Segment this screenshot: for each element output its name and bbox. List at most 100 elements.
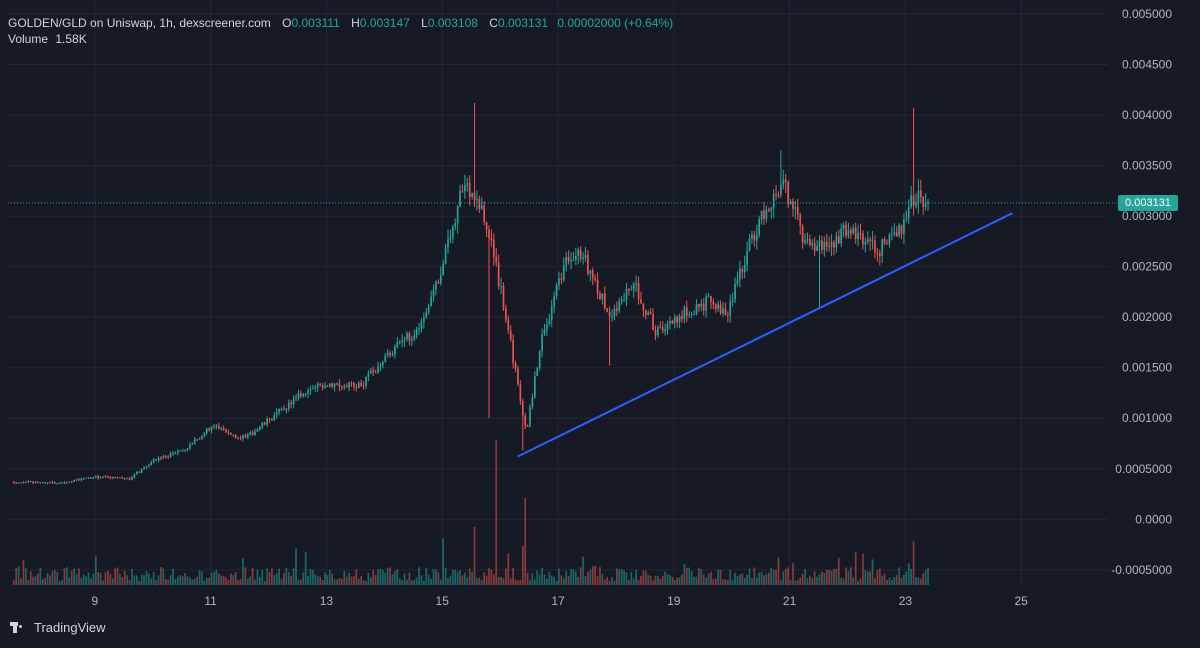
candle-body (490, 238, 493, 241)
volume-bar (66, 567, 68, 585)
candle-body (606, 308, 609, 312)
candle-body (138, 471, 141, 473)
volume-value: 1.58K (55, 32, 87, 46)
candle-body (396, 342, 399, 347)
volume-bar (507, 553, 510, 585)
volume-bar (664, 571, 666, 585)
candle-body (239, 438, 242, 440)
volume-bar (553, 576, 555, 585)
candle-body (808, 239, 811, 246)
candle-body (167, 456, 170, 458)
low-label: L (421, 16, 428, 30)
volume-bar (254, 579, 256, 585)
candle-body (312, 388, 314, 390)
volume-bar (17, 566, 20, 585)
volume-bar (603, 579, 606, 585)
volume-bar (770, 567, 773, 585)
volume-bar (75, 574, 78, 585)
volume-bar (480, 580, 483, 585)
candle-body (780, 184, 782, 196)
candle-body (912, 195, 915, 206)
candle-body (309, 389, 312, 391)
candle-body (734, 284, 736, 300)
volume-bar (777, 557, 780, 585)
volume-bar (524, 498, 527, 585)
candle-body (915, 202, 917, 206)
candle-body (548, 319, 551, 325)
volume-bar (191, 579, 194, 585)
candle-body (73, 480, 75, 482)
volume-bar (300, 579, 302, 585)
candle-body (546, 324, 548, 330)
candle-body (99, 477, 102, 479)
volume-bar (111, 578, 114, 585)
candle-body (478, 199, 481, 209)
volume-bar (705, 577, 707, 585)
volume-bar (287, 572, 290, 585)
candle-body (249, 432, 252, 435)
volume-bar (109, 573, 112, 585)
candle-body (131, 477, 133, 480)
volume-bar (543, 574, 546, 585)
candle-body (300, 393, 302, 397)
candle-body (217, 426, 220, 429)
candle-body (435, 281, 437, 290)
volume-bar (27, 580, 30, 585)
candle-body (787, 181, 789, 205)
candle-body (246, 434, 249, 438)
candle-body (652, 314, 654, 331)
candle-body (379, 365, 382, 367)
candle-body (401, 340, 404, 342)
volume-bar (386, 568, 389, 585)
candle-body (39, 482, 42, 484)
volume-bar (449, 575, 452, 585)
candle-body (413, 335, 416, 340)
volume-bar (695, 576, 698, 585)
candle-body (748, 238, 751, 251)
candle-body (140, 468, 143, 473)
candle-body (316, 383, 319, 388)
candle-body (480, 205, 483, 209)
support-trendline[interactable] (517, 212, 1013, 458)
volume-bar (78, 568, 80, 585)
volume-bar (32, 576, 34, 585)
candle-body (582, 257, 584, 259)
candle-body (423, 317, 425, 322)
volume-bar (635, 569, 638, 585)
volume-bar (591, 566, 594, 585)
last-price-tag: 0.003131 (1118, 194, 1178, 211)
volume-bar (823, 572, 826, 585)
tradingview-brand[interactable]: TradingView (10, 620, 106, 635)
candle-body (755, 234, 758, 241)
candle-body (664, 329, 666, 331)
candle-body (17, 482, 20, 484)
candle-body (439, 275, 442, 284)
volume-bar (555, 580, 558, 585)
candle-body (242, 435, 244, 439)
candle-body (82, 478, 85, 480)
candle-body (451, 226, 454, 238)
trendline-layer[interactable] (517, 212, 1013, 458)
candle-body (285, 408, 288, 410)
volume-bar (290, 576, 293, 585)
high-label: H (351, 16, 360, 30)
volume-bar (215, 569, 218, 585)
volume-bar (456, 571, 459, 585)
candle-body (705, 296, 707, 311)
volume-bar (198, 570, 201, 585)
candle-body (345, 386, 348, 388)
y-axis[interactable]: 0.005000 0.004500 0.004000 0.003500 0.003000… (1111, 7, 1172, 577)
candle-body (770, 208, 773, 211)
volume-bar (333, 579, 336, 585)
candle-body (213, 426, 215, 428)
candle-body (821, 240, 823, 250)
candle-body (886, 243, 888, 245)
x-axis[interactable]: 9 11 13 15 17 19 21 23 25 (91, 594, 1028, 608)
volume-bar (345, 576, 348, 585)
volume-bar (430, 578, 432, 585)
candle-body (693, 314, 695, 316)
candle-body (644, 310, 647, 315)
candle-body (172, 453, 174, 455)
